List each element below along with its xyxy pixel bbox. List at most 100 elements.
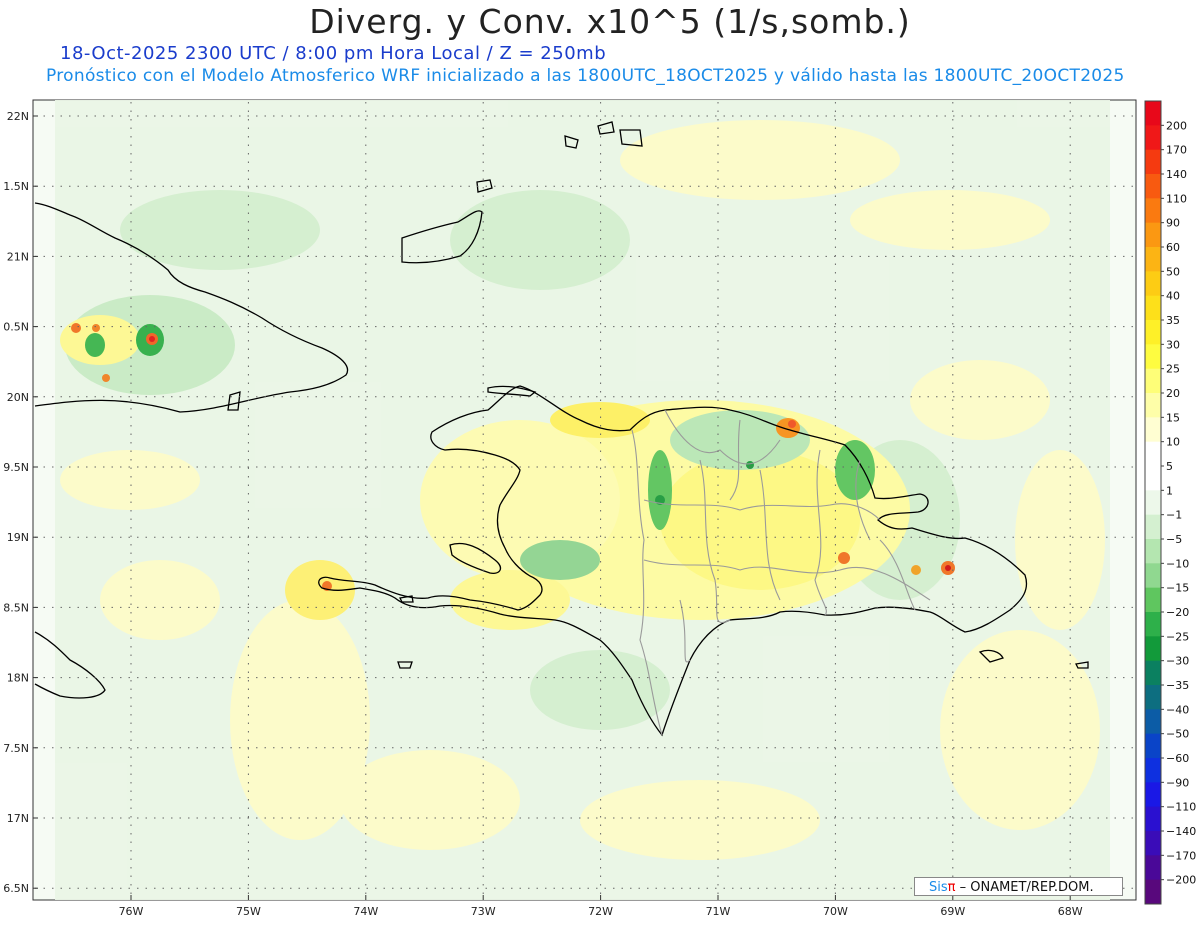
province-borders [631,409,931,736]
colorbar-label: −170 [1166,849,1196,862]
colorbar-label: −40 [1166,703,1189,716]
colorbar-swatch [1145,295,1161,321]
colorbar-label: 60 [1166,241,1180,254]
colorbar-label: 170 [1166,144,1187,157]
credit-box: Sisπ – ONAMET/REP.DOM. [914,877,1123,896]
colorbar-swatch [1145,174,1161,199]
colorbar-swatch [1145,636,1161,662]
colorbar-label: −60 [1166,752,1189,765]
colorbar-swatch [1145,758,1161,783]
colorbar-label: −25 [1166,630,1189,643]
colorbar-swatch [1145,125,1161,151]
colorbar-label: −50 [1166,728,1189,741]
colorbar-label: 110 [1166,192,1187,205]
colorbar-label: −20 [1166,606,1189,619]
lon-label: 70W [823,905,848,918]
lon-label: 69W [940,905,965,918]
lon-label: 74W [353,905,378,918]
lon-label: 76W [119,905,144,918]
credit-pi: π [947,880,956,895]
colorbar-swatch [1145,198,1161,224]
lat-label: 19N [7,531,29,544]
chart-title: Diverg. y Conv. x10^5 (1/s,somb.) [309,2,911,41]
colorbar-swatch [1145,320,1161,345]
colorbar-swatch [1145,685,1161,710]
colorbar-swatch [1145,149,1161,175]
colorbar-label: −200 [1166,874,1196,887]
colorbar-swatch [1145,855,1161,881]
colorbar-swatch [1145,514,1161,540]
colorbar-swatch [1145,466,1161,491]
lat-label: 18N [7,672,29,685]
colorbar-swatch [1145,587,1161,613]
colorbar-swatch [1145,490,1161,516]
colorbar-swatch [1145,782,1161,808]
colorbar-label: 90 [1166,217,1180,230]
colorbar-swatch [1145,831,1161,856]
colorbar-swatch [1145,247,1161,272]
colorbar-swatch [1145,709,1161,735]
longitude-axis: 76W 75W 74W 73W 72W 71W 70W 69W 68W [119,905,1083,918]
lon-label: 68W [1058,905,1083,918]
lat-lon-grid [33,102,1135,900]
colorbar-label: −110 [1166,801,1196,814]
colorbar: 200 170 140 110 90 60 50 40 35 30 25 20 15 10 5 1 −1 −5 −1… [1144,100,1196,905]
colorbar-label: −35 [1166,679,1189,692]
colorbar-swatch [1145,563,1161,589]
lon-label: 75W [236,905,261,918]
colorbar-swatch [1145,612,1161,637]
credit-brand: Sis [929,880,948,895]
colorbar-label: 25 [1166,363,1180,376]
lat-label: 1.5N [3,180,29,193]
lat-label: 17N [7,812,29,825]
colorbar-label: 140 [1166,168,1187,181]
divergence-shading [55,100,1110,900]
colorbar-label: 1 [1166,484,1173,497]
colorbar-swatch [1145,441,1161,467]
colorbar-swatch [1145,271,1161,297]
lat-label: 7.5N [3,742,29,755]
lon-label: 73W [471,905,496,918]
colorbar-label: −15 [1166,582,1189,595]
colorbar-label: −140 [1166,825,1196,838]
colorbar-swatch [1145,101,1161,126]
colorbar-label: 40 [1166,290,1180,303]
colorbar-swatch [1145,344,1161,370]
colorbar-swatch [1145,539,1161,564]
latitude-axis: 22N 1.5N 21N 0.5N 20N 9.5N 19N 8.5N 18N 7.5N 17N 6.… [3,110,29,895]
colorbar-label: −30 [1166,655,1189,668]
valid-time: 18-Oct-2025 2300 UTC / 8:00 pm Hora Loca… [60,43,607,64]
colorbar-label: 50 [1166,265,1180,278]
colorbar-swatch [1145,368,1161,394]
model-info: Pronóstico con el Modelo Atmosferico WRF… [46,66,1125,86]
colorbar-label: 15 [1166,411,1180,424]
lat-label: 22N [7,110,29,123]
lat-label: 9.5N [3,461,29,474]
colorbar-label: 10 [1166,436,1180,449]
lon-label: 72W [588,905,613,918]
colorbar-label: 5 [1166,460,1173,473]
credit-org: – ONAMET/REP.DOM. [959,880,1094,895]
colorbar-label: −5 [1166,533,1182,546]
colorbar-swatch [1145,733,1161,759]
colorbar-label: 35 [1166,314,1180,327]
colorbar-swatch [1145,660,1161,686]
colorbar-swatch [1145,879,1161,905]
colorbar-swatch [1145,393,1161,418]
colorbar-label: 200 [1166,119,1187,132]
colorbar-swatch [1145,806,1161,832]
coastlines [34,121,1089,737]
colorbar-label: −1 [1166,509,1182,522]
lon-label: 71W [706,905,731,918]
colorbar-swatch [1145,417,1161,443]
lat-label: 8.5N [3,601,29,614]
lat-label: 21N [7,250,29,263]
colorbar-label: 30 [1166,338,1180,351]
colorbar-label: −10 [1166,557,1189,570]
colorbar-label: −90 [1166,776,1189,789]
lat-label: 20N [7,391,29,404]
colorbar-swatch [1145,222,1161,248]
lat-label: 0.5N [3,321,29,334]
colorbar-label: 20 [1166,387,1180,400]
